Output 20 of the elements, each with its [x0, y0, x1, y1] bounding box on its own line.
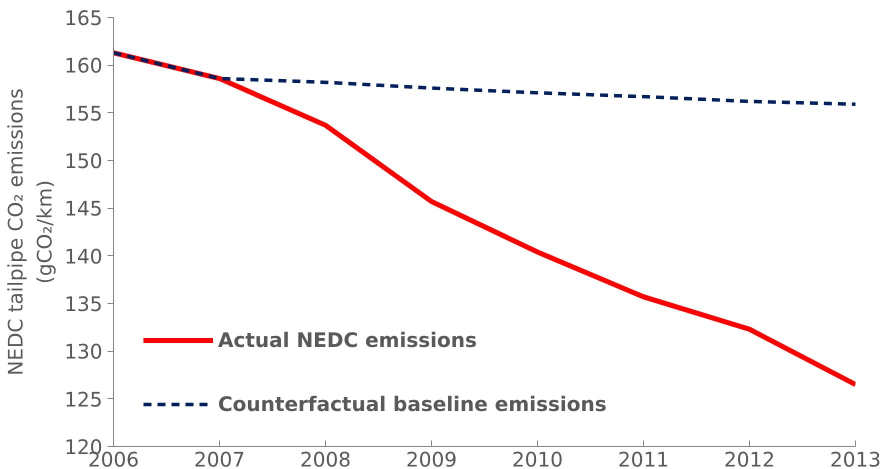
y-tick-label: 150 [64, 149, 103, 173]
x-tick-label: 2008 [300, 448, 351, 469]
x-tick-label: 2009 [406, 448, 457, 469]
y-tick-label: 165 [64, 6, 103, 30]
legend-label: Counterfactual baseline emissions [218, 392, 607, 416]
line-series [114, 51, 856, 106]
x-tick-label: 2007 [194, 448, 245, 469]
y-tick-label: 130 [64, 340, 103, 364]
x-tick-label: 2010 [512, 448, 563, 469]
y-tick-label: 155 [64, 101, 103, 126]
y-tick-label: 135 [64, 292, 103, 316]
legend-label: Actual NEDC emissions [218, 328, 477, 352]
y-tick-label: 160 [64, 54, 103, 78]
x-tick-label: 2013 [830, 448, 881, 469]
y-axis-title: NEDC tailpipe CO₂ emissions (gCO₂/km) [4, 88, 56, 376]
x-tick-label: 2012 [724, 448, 775, 469]
x-tick-label: 2011 [618, 448, 669, 469]
y-tick-label: 145 [64, 196, 103, 221]
y-tick-label: 125 [64, 387, 103, 412]
y-tick-label: 140 [64, 244, 103, 268]
